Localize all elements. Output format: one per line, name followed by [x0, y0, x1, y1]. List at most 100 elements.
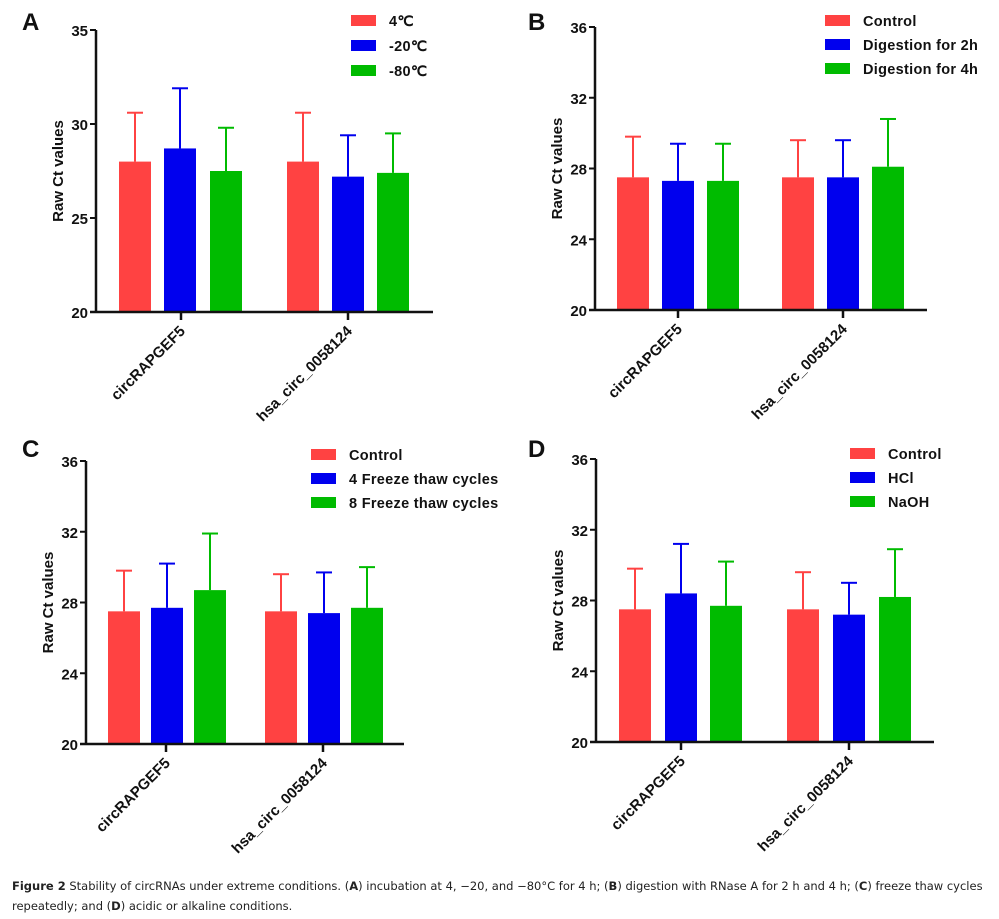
legend-label: -20℃ [389, 39, 428, 55]
panel-a: A 20 25 30 35 Raw Ct values circRAPGEF5 hsa_ci… [0, 0, 500, 430]
bar [665, 593, 697, 742]
legend-swatch [311, 497, 336, 508]
x-tick-label: hsa_circ_0058124 [229, 754, 332, 857]
x-tick-label: hsa_circ_0058124 [749, 320, 852, 423]
bar [833, 614, 865, 742]
x-tick-label: hsa_circ_0058124 [254, 322, 357, 425]
bar [787, 609, 819, 742]
legend-swatch [351, 40, 376, 51]
panel-letter: D [528, 436, 546, 463]
bar [662, 180, 694, 310]
legend-swatch [850, 496, 875, 507]
bar [351, 607, 383, 744]
bar [308, 613, 340, 744]
bar [707, 180, 739, 310]
bar [710, 605, 742, 742]
panel-letter: B [528, 9, 546, 36]
y-tick-label: 28 [61, 596, 78, 613]
caption-ref-b: B [608, 879, 618, 893]
x-tick-label: circRAPGEF5 [605, 321, 686, 402]
x-tick-label: hsa_circ_0058124 [755, 752, 858, 855]
y-tick-label: 24 [61, 666, 78, 683]
legend-swatch [825, 15, 850, 26]
caption-text: Stability of circRNAs under extreme cond… [65, 879, 350, 893]
legend-swatch [351, 65, 376, 76]
legend-label: Digestion for 4h [863, 62, 978, 78]
caption-text: ) freeze thaw cycles repeatedly; and ( [12, 879, 983, 913]
y-tick-label: 30 [71, 117, 88, 134]
bar [872, 166, 904, 310]
bar-chart-c: 20 24 28 32 36 Raw Ct values circRAPGEF5 hsa_ci… [40, 448, 498, 857]
bar-chart-a: 20 25 30 35 Raw Ct values circRAPGEF5 hsa_circ… [50, 14, 433, 425]
y-tick-label: 28 [571, 594, 588, 611]
caption-ref-d: D [111, 899, 121, 913]
legend-label: -80℃ [389, 64, 428, 80]
legend-label: 4℃ [389, 14, 414, 30]
y-tick-label: 24 [570, 232, 587, 249]
y-tick-label: 25 [71, 211, 88, 228]
bar [151, 607, 183, 744]
legend-label: HCl [888, 471, 914, 487]
legend-label: Control [888, 447, 942, 463]
y-axis-label: Raw Ct values [550, 550, 567, 652]
caption-ref-a: A [349, 879, 359, 893]
legend-swatch [850, 472, 875, 483]
y-tick-label: 32 [570, 91, 587, 108]
y-tick-label: 24 [571, 664, 588, 681]
y-tick-label: 32 [571, 523, 588, 540]
legend-swatch [311, 473, 336, 484]
legend-swatch [850, 448, 875, 459]
bar [119, 161, 151, 312]
y-axis-label: Raw Ct values [40, 552, 57, 654]
bar-chart-b: 20 24 28 32 36 Raw Ct values circRAPGEF5 hsa_ci… [549, 14, 978, 423]
figure-label: Figure 2 [12, 879, 66, 893]
legend-label: Control [349, 448, 403, 464]
y-axis-label: Raw Ct values [50, 120, 67, 222]
bar [164, 148, 196, 312]
y-tick-label: 36 [61, 454, 78, 471]
y-tick-label: 20 [570, 303, 587, 320]
legend-swatch [825, 39, 850, 50]
bar [210, 171, 242, 312]
bar [617, 177, 649, 310]
legend-label: Control [863, 14, 917, 30]
bar [377, 172, 409, 312]
x-tick-label: circRAPGEF5 [108, 323, 189, 404]
y-tick-label: 20 [71, 305, 88, 322]
figure-caption: Figure 2 Stability of circRNAs under ext… [12, 876, 992, 916]
panel-b: B 20 24 28 32 36 Raw Ct values circRAPGEF5 hsa_… [500, 0, 999, 430]
bar [879, 596, 911, 742]
legend-swatch [825, 63, 850, 74]
bar [827, 177, 859, 310]
y-tick-label: 36 [570, 20, 587, 37]
caption-text: ) acidic or alkaline conditions. [120, 899, 293, 913]
caption-text: ) digestion with RNase A for 2 h and 4 h… [617, 879, 859, 893]
bar [782, 177, 814, 310]
x-tick-label: circRAPGEF5 [608, 753, 689, 834]
panel-d: D 20 24 28 32 36 Raw Ct values circRAPGEF5 hsa_… [500, 432, 999, 862]
bar [332, 176, 364, 312]
panel-letter: A [22, 9, 40, 36]
bar [287, 161, 319, 312]
caption-text: ) incubation at 4, −20, and −80°C for 4 … [358, 879, 609, 893]
legend-label: 8 Freeze thaw cycles [349, 496, 498, 512]
y-tick-label: 20 [61, 737, 78, 754]
bar [619, 609, 651, 742]
panel-c: C 20 24 28 32 36 Raw Ct values circRAPGEF5 hsa_… [0, 432, 500, 862]
y-tick-label: 28 [570, 162, 587, 179]
y-tick-label: 35 [71, 23, 88, 40]
panel-letter: C [22, 436, 40, 463]
legend-label: 4 Freeze thaw cycles [349, 472, 498, 488]
legend-label: Digestion for 2h [863, 38, 978, 54]
bar [265, 611, 297, 744]
y-tick-label: 20 [571, 735, 588, 752]
legend-swatch [311, 449, 336, 460]
y-tick-label: 32 [61, 525, 78, 542]
bar [108, 611, 140, 744]
x-tick-label: circRAPGEF5 [93, 755, 174, 836]
y-axis-label: Raw Ct values [549, 118, 566, 220]
legend-swatch [351, 15, 376, 26]
y-tick-label: 36 [571, 452, 588, 469]
caption-ref-c: C [858, 879, 868, 893]
bar-chart-d: 20 24 28 32 36 Raw Ct values circRAPGEF5 hsa_ci… [550, 447, 942, 855]
